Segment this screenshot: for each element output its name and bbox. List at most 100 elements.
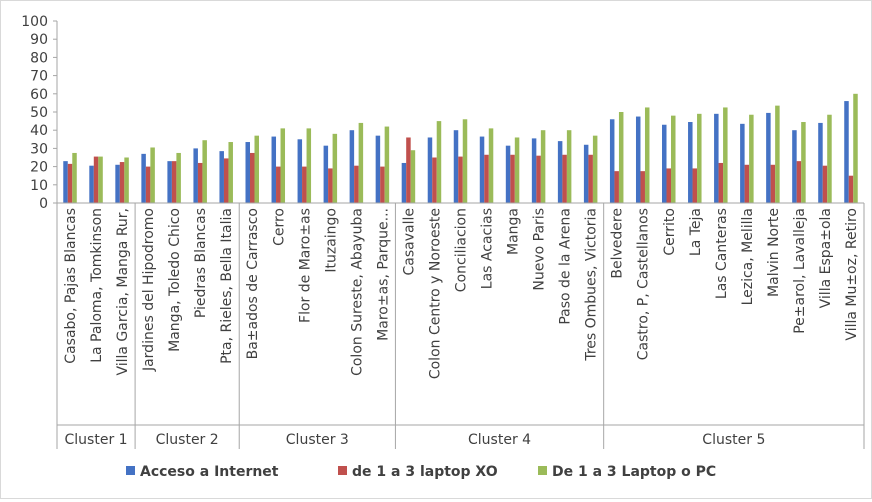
bar: [714, 113, 719, 203]
bar: [197, 162, 203, 203]
x-category-label: Belvedere: [610, 208, 626, 279]
bar: [562, 154, 567, 203]
bar: [770, 164, 776, 203]
x-category-label: Castro, P, Castellanos: [636, 208, 652, 360]
legend: Acceso a Internet de 1 a 3 laptop XO De 1 …: [126, 464, 716, 480]
bar: [827, 114, 832, 203]
bar: [302, 166, 307, 203]
x-category-label: Colon Centro y Noroeste: [427, 208, 443, 379]
bar: [583, 144, 589, 203]
bar: [540, 130, 546, 203]
bar: [644, 107, 650, 203]
bar: [93, 156, 99, 203]
cluster-label: Cluster 1: [65, 432, 128, 448]
bar: [354, 165, 359, 203]
y-tick-label: 80: [30, 50, 48, 66]
legend-label: de 1 a 3 laptop XO: [352, 464, 498, 480]
cluster-label: Cluster 4: [468, 432, 531, 448]
bar: [72, 152, 77, 203]
y-tick-label: 70: [30, 69, 48, 85]
bar: [332, 133, 338, 203]
cluster-label: Cluster 3: [286, 432, 349, 448]
bar: [249, 152, 255, 203]
bar: [749, 114, 754, 203]
bar: [688, 122, 693, 203]
x-category-label: Las Canteras: [714, 208, 730, 299]
bar: [557, 141, 563, 203]
y-tick-label: 60: [30, 87, 48, 103]
x-axis: Casabo, Pajas Blancas La Paloma, Tomkinso…: [56, 202, 865, 449]
legend-label: Acceso a Internet: [140, 464, 279, 480]
y-tick-label: 40: [30, 123, 48, 139]
x-category-label: Villa Espa±ola: [818, 208, 834, 308]
bar: [436, 121, 442, 203]
bar: [536, 155, 541, 203]
x-category-label: Paso de la Arena: [558, 208, 574, 325]
bar: [614, 171, 619, 203]
y-tick-label: 90: [30, 32, 48, 48]
bar: [384, 126, 390, 203]
x-category-label: Cerrito: [662, 208, 678, 256]
bar: [844, 101, 849, 203]
bar: [67, 163, 73, 203]
bar: [98, 156, 103, 203]
bars: [63, 93, 858, 203]
x-category-label: La Teja: [688, 208, 704, 256]
bar: [119, 162, 125, 203]
y-tick-label: 10: [30, 178, 48, 194]
bar: [588, 154, 593, 203]
bar: [510, 154, 515, 203]
bar: [462, 119, 468, 203]
bar: [401, 162, 407, 203]
legend-swatch: [338, 466, 347, 475]
bar: [406, 137, 411, 203]
bar: [89, 165, 94, 203]
x-category-label: Casabo, Pajas Blancas: [63, 208, 79, 364]
bar: [640, 171, 645, 203]
bar: [167, 161, 172, 203]
bar: [618, 112, 624, 203]
bar: [228, 142, 233, 203]
legend-swatch: [126, 466, 135, 475]
bar: [458, 156, 463, 203]
bar: [744, 164, 750, 203]
x-category-label: Jardines del Hipodromo: [141, 208, 157, 372]
bar: [453, 130, 459, 203]
cluster-label: Cluster 5: [702, 432, 765, 448]
x-category-label: Cerro: [271, 208, 287, 246]
bar: [723, 107, 728, 203]
bar: [171, 161, 177, 203]
bar: [592, 135, 598, 203]
y-tick-label: 30: [30, 141, 48, 157]
bar: [796, 161, 802, 203]
x-category-label: Ituzaingo: [323, 208, 339, 273]
bar: [479, 136, 485, 203]
bar: [280, 128, 286, 203]
bar: [432, 157, 437, 203]
bar: [193, 148, 198, 203]
bar: [219, 151, 224, 203]
bar: [635, 116, 641, 203]
bar: [271, 136, 277, 203]
cluster-label: Cluster 2: [156, 432, 219, 448]
x-category-label: Manga: [506, 208, 522, 255]
bar: [306, 128, 312, 203]
bar: [63, 161, 68, 203]
bar: [740, 123, 745, 203]
y-tick-label: 100: [21, 14, 48, 30]
bar: [124, 157, 129, 203]
bar: [792, 130, 797, 203]
x-category-label: Villa Mu±oz, Retiro: [844, 208, 860, 341]
bar: [349, 130, 355, 203]
x-category-label: Las Acacias: [480, 208, 496, 289]
bar: [609, 119, 615, 203]
bar: [666, 168, 672, 203]
bar: [375, 135, 381, 203]
bar: [775, 105, 780, 203]
x-category-label: Tres Ombues, Victoria: [584, 208, 600, 362]
y-tick-label: 50: [30, 105, 48, 121]
x-category-label: Flor de Maro±as: [297, 208, 313, 323]
bar: [766, 112, 771, 203]
